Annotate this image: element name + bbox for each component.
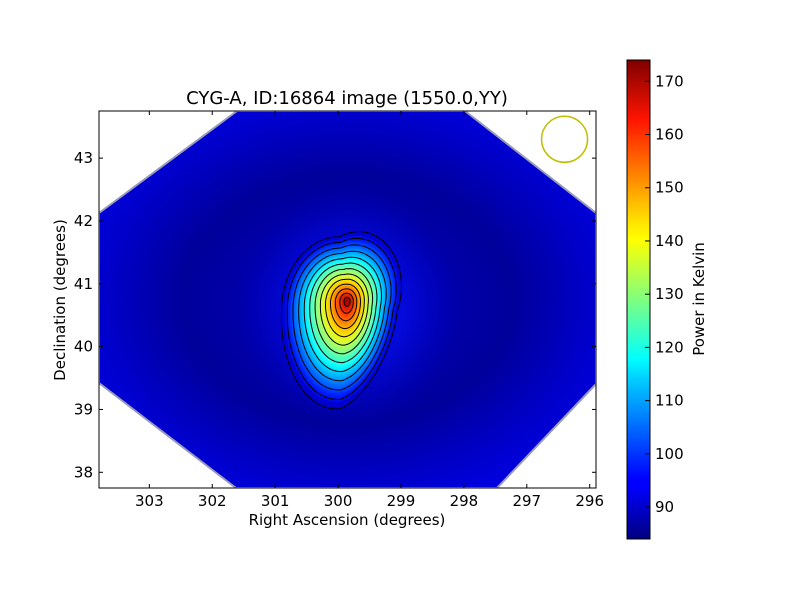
x-tick-label: 298: [450, 492, 479, 510]
x-axis-ticks: 303 302 301 300 299 298 297 296: [135, 111, 604, 510]
contour-line: [280, 231, 402, 410]
colorbar-tick-label: 100: [655, 445, 684, 463]
contour-line: [309, 262, 378, 364]
colorbar-tick-label: 160: [655, 126, 684, 144]
chart-title: CYG-A, ID:16864 image (1550.0,YY): [186, 88, 508, 109]
x-tick-label: 296: [575, 492, 604, 510]
axes-frame: [98, 110, 597, 489]
y-tick-label: 38: [74, 463, 93, 481]
plot-area: 303 302 301 300 299 298 297 296 38 39 40 41 42 43 CY…: [51, 88, 604, 529]
colorbar-tick-label: 140: [655, 232, 684, 250]
contour-line: [298, 250, 387, 382]
colorbar-ticks: 90 100 110 120 130 140 150 160 170: [645, 72, 684, 516]
y-tick-label: 41: [74, 275, 93, 293]
colorbar: 90 100 110 120 130 140 150 160 170 Power in Kelv…: [626, 59, 708, 540]
x-tick-label: 303: [135, 492, 164, 510]
x-tick-label: 302: [198, 492, 227, 510]
x-tick-label: 300: [324, 492, 353, 510]
contour-lines: [280, 231, 402, 410]
colorbar-tick-label: 120: [655, 338, 684, 356]
y-axis-label: Declination (degrees): [51, 219, 69, 381]
contour-line: [303, 256, 383, 373]
colorbar-gradient: [626, 59, 651, 540]
contour-line: [292, 244, 392, 391]
colorbar-tick-label: 110: [655, 392, 684, 410]
y-tick-label: 42: [74, 212, 93, 230]
beam-circle: [540, 115, 589, 164]
y-axis-ticks: 38 39 40 41 42 43: [74, 149, 596, 481]
x-tick-label: 297: [512, 492, 541, 510]
x-axis-label: Right Ascension (degrees): [249, 511, 446, 529]
y-tick-label: 39: [74, 400, 93, 418]
x-tick-label: 301: [261, 492, 290, 510]
y-tick-label: 40: [74, 338, 93, 356]
colorbar-tick-label: 130: [655, 285, 684, 303]
colorbar-tick-label: 150: [655, 179, 684, 197]
contour-line: [334, 288, 358, 322]
contour-line: [339, 292, 354, 314]
colorbar-tick-label: 170: [655, 72, 684, 90]
colorbar-tick-label: 90: [655, 498, 674, 516]
contour-line: [314, 268, 374, 355]
contour-line: [343, 296, 351, 307]
contour-line: [324, 278, 365, 338]
contour-line: [286, 237, 397, 400]
x-tick-label: 299: [387, 492, 416, 510]
contour-line: [330, 283, 362, 330]
y-tick-label: 43: [74, 149, 93, 167]
colorbar-label: Power in Kelvin: [690, 242, 708, 356]
contour-line: [319, 273, 369, 346]
